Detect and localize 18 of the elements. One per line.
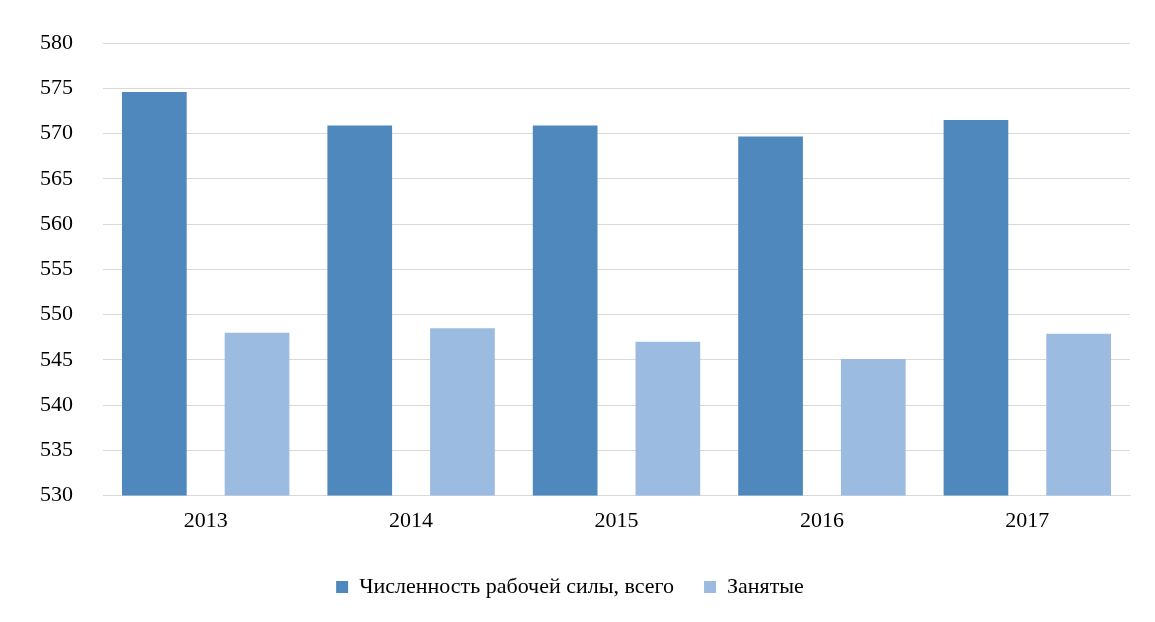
x-tick-label: 2013	[183, 506, 228, 532]
y-tick-label: 570	[40, 119, 73, 145]
y-tick-label: 550	[40, 300, 73, 326]
y-tick-label: 535	[40, 436, 73, 462]
y-tick-label: 545	[40, 345, 73, 371]
legend-label: Занятые	[727, 572, 804, 598]
y-tick-label: 565	[40, 164, 73, 190]
x-tick-label: 2017	[1005, 506, 1050, 532]
y-tick-label: 540	[40, 390, 73, 416]
y-tick-label: 560	[40, 209, 73, 235]
y-tick-label: 530	[40, 481, 73, 507]
y-tick-label: 555	[40, 255, 73, 281]
x-tick-label: 2016	[799, 506, 844, 532]
x-tick-label: 2014	[389, 506, 434, 532]
y-tick-label: 575	[40, 74, 73, 100]
x-tick-label: 2015	[594, 506, 639, 532]
y-tick-label: 580	[40, 28, 73, 54]
legend-label: Численность рабочей силы, всего	[359, 572, 675, 598]
